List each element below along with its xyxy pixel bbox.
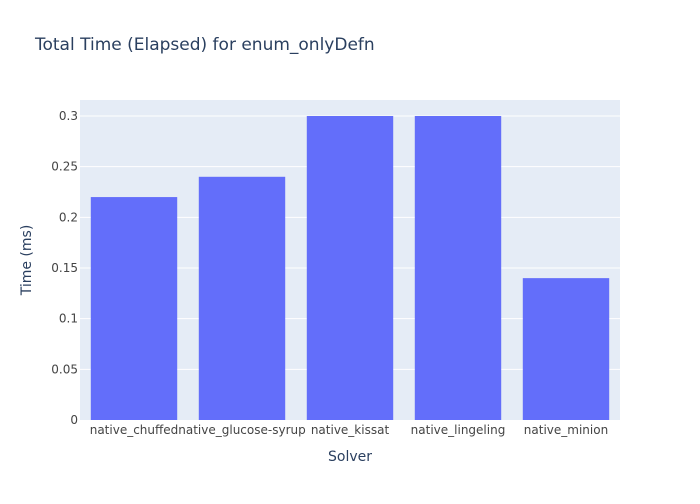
y-axis-label: Time (ms) — [19, 225, 35, 297]
y-tick-label: 0 — [70, 413, 78, 427]
x-tick-label: native_minion — [524, 423, 608, 437]
y-tick-label: 0.25 — [51, 160, 78, 174]
bar-native_lingeling[interactable] — [414, 116, 502, 420]
x-tick-label: native_kissat — [311, 423, 390, 437]
bar-native_kissat[interactable] — [306, 116, 394, 420]
x-tick-label: native_chuffed — [90, 423, 179, 437]
chart-title: Total Time (Elapsed) for enum_onlyDefn — [34, 35, 375, 55]
bars-group — [90, 116, 610, 420]
x-axis-label: Solver — [328, 449, 372, 465]
x-tick-label: native_lingeling — [411, 423, 506, 437]
x-tick-label: native_glucose-syrup — [178, 423, 305, 437]
y-axis-ticks: 0 0.05 0.1 0.15 0.2 0.25 0.3 — [51, 109, 78, 427]
y-tick-label: 0.3 — [59, 109, 78, 123]
x-axis-ticks: native_chuffed native_glucose-syrup native… — [90, 423, 608, 437]
bar-native_chuffed[interactable] — [90, 197, 178, 420]
bar-native_glucose-syrup[interactable] — [198, 176, 286, 420]
y-tick-label: 0.2 — [59, 210, 78, 224]
y-tick-label: 0.05 — [51, 362, 78, 376]
y-tick-label: 0.15 — [51, 261, 78, 275]
y-tick-label: 0.1 — [59, 312, 78, 326]
bar-native_minion[interactable] — [522, 278, 610, 420]
